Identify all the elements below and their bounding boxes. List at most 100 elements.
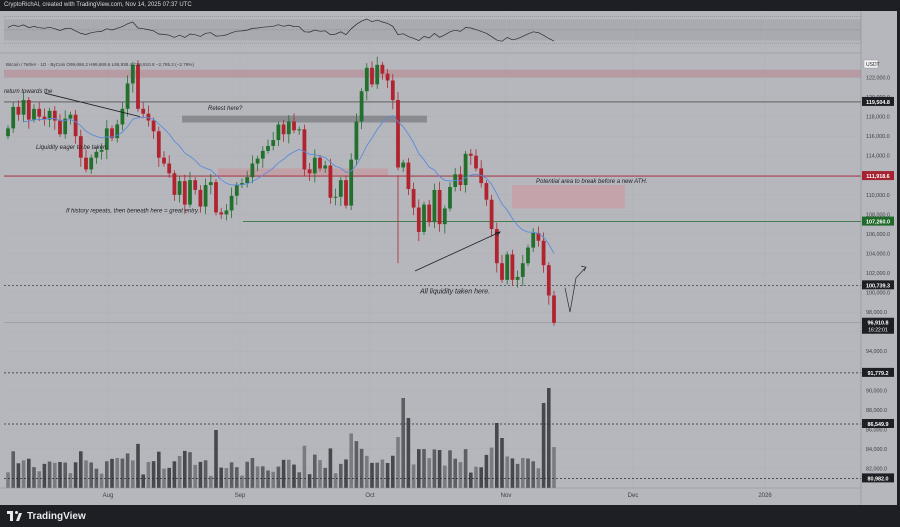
volume-bar bbox=[235, 467, 239, 488]
candle-body bbox=[333, 196, 338, 198]
price-tick-label: 102,000.0 bbox=[866, 271, 890, 277]
candle-body bbox=[437, 189, 442, 225]
volume-bar bbox=[79, 451, 83, 488]
candle-body bbox=[94, 151, 99, 158]
candle-body bbox=[458, 174, 463, 186]
volume-bar bbox=[427, 458, 431, 488]
candle-body bbox=[484, 183, 489, 200]
volume-bar bbox=[84, 460, 88, 488]
tradingview-brand: TradingView bbox=[27, 510, 86, 522]
volume-bar bbox=[323, 467, 327, 488]
volume-bar bbox=[209, 475, 213, 488]
candle-body bbox=[463, 153, 468, 186]
candle-body bbox=[396, 100, 400, 168]
candle-body bbox=[401, 162, 406, 168]
candle-body bbox=[375, 64, 380, 85]
volume-bar bbox=[110, 458, 114, 488]
candle-body bbox=[536, 232, 541, 241]
volume-bar bbox=[21, 460, 26, 488]
price-tick-label: 122,000.0 bbox=[866, 76, 890, 82]
price-tick-label: 118,000.0 bbox=[866, 115, 890, 121]
candle-body bbox=[546, 265, 551, 296]
volume-bar bbox=[167, 467, 171, 488]
volume-bar bbox=[547, 388, 551, 488]
volume-bar bbox=[396, 437, 400, 488]
volume-bar bbox=[469, 472, 473, 488]
volume-bar bbox=[375, 462, 379, 488]
volume-bar bbox=[505, 456, 509, 488]
candle-body bbox=[167, 163, 172, 174]
candle-body bbox=[515, 276, 520, 280]
volume-bar bbox=[245, 461, 249, 488]
volume-bar bbox=[495, 423, 499, 488]
tradingview-logo-icon bbox=[7, 511, 23, 521]
volume-bar bbox=[276, 466, 281, 488]
candle-body bbox=[494, 229, 499, 264]
candle-body bbox=[68, 114, 73, 119]
candle-body bbox=[276, 124, 281, 141]
volume-bar bbox=[354, 441, 359, 488]
volume-bar bbox=[349, 433, 353, 488]
candle-body bbox=[442, 208, 447, 225]
candle-body bbox=[344, 180, 348, 206]
volume-bar bbox=[68, 473, 73, 488]
volume-bar bbox=[318, 460, 322, 488]
volume-bar bbox=[261, 466, 265, 488]
candle-body bbox=[271, 140, 276, 146]
tradingview-logo[interactable]: TradingView bbox=[7, 509, 86, 523]
x-tick-label: Dec bbox=[628, 493, 639, 499]
volume-bar bbox=[198, 461, 203, 488]
volume-bar bbox=[240, 475, 244, 488]
volume-bar bbox=[188, 452, 192, 488]
volume-bar bbox=[63, 462, 67, 488]
volume-bar bbox=[474, 466, 478, 488]
ath-break-zone bbox=[512, 185, 625, 209]
volume-bar bbox=[339, 463, 343, 488]
volume-bar bbox=[328, 448, 333, 488]
volume-bar bbox=[307, 474, 312, 488]
candle-body bbox=[214, 182, 218, 213]
candle-body bbox=[193, 180, 198, 190]
candle-body bbox=[359, 91, 364, 122]
volume-bar bbox=[401, 398, 405, 488]
volume-bar bbox=[515, 463, 520, 488]
candle-body bbox=[37, 108, 42, 117]
price-label: 111,918.6 bbox=[866, 174, 889, 180]
candle-body bbox=[151, 120, 156, 132]
candle-body bbox=[328, 165, 333, 198]
volume-bar bbox=[489, 447, 494, 488]
candle-body bbox=[234, 185, 239, 196]
volume-bar bbox=[53, 462, 57, 488]
volume-bar bbox=[287, 459, 291, 488]
price-label-bg bbox=[862, 473, 894, 483]
price-label-bg bbox=[862, 317, 894, 334]
trend-arrow-head bbox=[494, 231, 501, 237]
volume-bar bbox=[141, 474, 145, 488]
volume-bar bbox=[47, 461, 52, 488]
price-label-bg bbox=[862, 280, 894, 290]
volume-bar bbox=[297, 472, 301, 488]
candle-body bbox=[349, 159, 354, 206]
price-label: 96,910.8 bbox=[868, 321, 889, 327]
volume-bar bbox=[500, 438, 504, 488]
candles bbox=[6, 56, 556, 326]
candle-body bbox=[58, 120, 62, 135]
price-label: 119,504.8 bbox=[866, 100, 890, 106]
candle-body bbox=[266, 145, 270, 151]
candle-body bbox=[84, 157, 88, 170]
price-tick-label: 90,000.0 bbox=[866, 388, 887, 394]
volume-bar bbox=[271, 471, 275, 488]
candle-body bbox=[323, 165, 328, 169]
volume-bar bbox=[463, 449, 468, 488]
volume-bar bbox=[146, 462, 151, 488]
liquidity-zone bbox=[218, 168, 388, 177]
volume-bars bbox=[6, 388, 556, 488]
candle-body bbox=[505, 254, 510, 280]
candle-body bbox=[354, 121, 359, 160]
candle-body bbox=[432, 189, 437, 223]
candle-body bbox=[427, 204, 432, 223]
volume-bar bbox=[32, 467, 36, 488]
candle-body bbox=[260, 150, 265, 159]
volume-bar bbox=[11, 451, 15, 488]
candle-body bbox=[198, 189, 203, 207]
